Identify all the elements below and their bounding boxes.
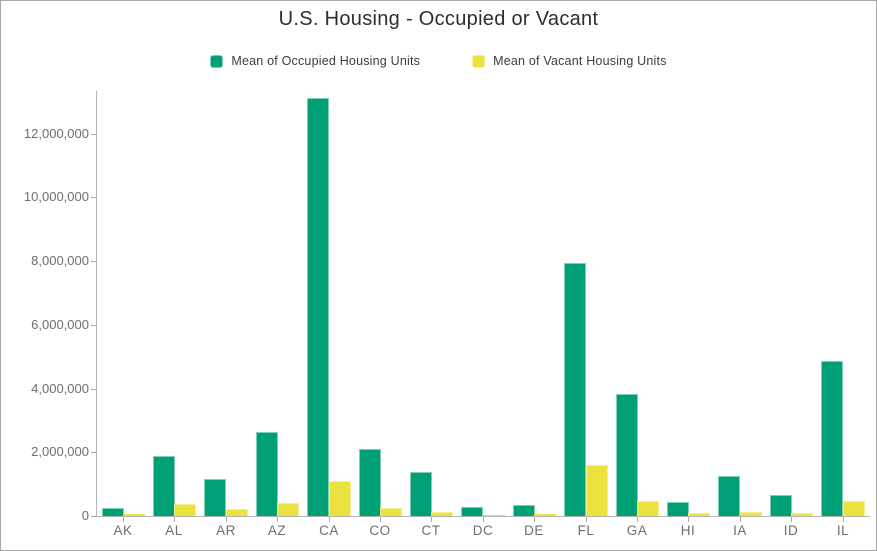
y-tick-label: 10,000,000 (23, 189, 89, 204)
y-tick-label: 2,000,000 (31, 444, 89, 459)
x-tick-mark (534, 517, 535, 522)
bar-FL-occupied[interactable] (564, 263, 586, 516)
bar-AR-occupied[interactable] (204, 479, 226, 516)
bar-DE-vacant[interactable] (534, 514, 556, 516)
x-tick-label-DC: DC (472, 523, 494, 538)
legend-label-occupied: Mean of Occupied Housing Units (231, 54, 421, 68)
y-tick-mark (91, 134, 96, 135)
x-tick-label-AR: AR (216, 523, 236, 538)
bar-CO-vacant[interactable] (380, 508, 402, 516)
bar-AR-vacant[interactable] (226, 509, 248, 516)
y-tick-mark (91, 261, 96, 262)
x-tick-mark (380, 517, 381, 522)
x-tick-mark (277, 517, 278, 522)
y-tick-mark (91, 325, 96, 326)
bar-ID-vacant[interactable] (791, 513, 813, 516)
bar-AL-vacant[interactable] (174, 504, 196, 516)
x-tick-label-AK: AK (113, 523, 133, 538)
x-tick-mark (431, 517, 432, 522)
x-tick-mark (123, 517, 124, 522)
bar-DC-vacant[interactable] (483, 515, 505, 516)
occupied-series-swatch-icon (210, 54, 224, 68)
y-tick-mark (91, 516, 96, 517)
vacant-series-swatch-icon (472, 54, 486, 68)
y-tick-mark (91, 452, 96, 453)
bar-AZ-vacant[interactable] (277, 503, 299, 516)
bar-IL-vacant[interactable] (843, 501, 865, 516)
bar-CT-occupied[interactable] (410, 472, 432, 516)
bar-AK-occupied[interactable] (102, 508, 124, 516)
x-tick-label-HI: HI (680, 523, 696, 538)
bar-GA-occupied[interactable] (616, 394, 638, 516)
x-tick-mark (174, 517, 175, 522)
bar-DC-occupied[interactable] (461, 507, 483, 516)
y-tick-mark (91, 197, 96, 198)
legend-item-occupied[interactable]: Mean of Occupied Housing Units (210, 54, 420, 68)
bar-ID-occupied[interactable] (770, 495, 792, 516)
bar-AL-occupied[interactable] (153, 456, 175, 516)
x-tick-label-FL: FL (577, 523, 595, 538)
x-tick-mark (483, 517, 484, 522)
x-tick-mark (637, 517, 638, 522)
y-tick-label: 8,000,000 (31, 253, 89, 268)
x-tick-label-GA: GA (626, 523, 648, 538)
bar-HI-occupied[interactable] (667, 502, 689, 516)
legend-item-vacant[interactable]: Mean of Vacant Housing Units (472, 54, 667, 68)
y-tick-label: 6,000,000 (31, 317, 89, 332)
x-tick-label-IA: IA (733, 523, 747, 538)
x-tick-label-IL: IL (836, 523, 850, 538)
y-axis-line (96, 91, 97, 516)
x-tick-mark (329, 517, 330, 522)
bar-GA-vacant[interactable] (637, 501, 659, 516)
x-tick-label-AZ: AZ (267, 523, 287, 538)
bar-HI-vacant[interactable] (688, 513, 710, 516)
chart-title: U.S. Housing - Occupied or Vacant (278, 8, 599, 30)
y-tick-label: 0 (81, 508, 89, 523)
x-tick-mark (586, 517, 587, 522)
y-tick-mark (91, 389, 96, 390)
bar-CT-vacant[interactable] (431, 512, 453, 516)
bar-CO-occupied[interactable] (359, 449, 381, 516)
x-tick-label-AL: AL (165, 523, 183, 538)
bar-DE-occupied[interactable] (513, 505, 535, 516)
x-tick-label-ID: ID (783, 523, 799, 538)
x-tick-label-CO: CO (369, 523, 391, 538)
x-tick-mark (791, 517, 792, 522)
x-tick-label-CT: CT (421, 523, 441, 538)
x-tick-mark (740, 517, 741, 522)
legend-label-vacant: Mean of Vacant Housing Units (493, 54, 667, 68)
y-tick-label: 4,000,000 (31, 381, 89, 396)
y-tick-label: 12,000,000 (23, 126, 89, 141)
bar-IA-vacant[interactable] (740, 512, 762, 516)
x-axis-line (96, 516, 870, 517)
x-tick-mark (226, 517, 227, 522)
bar-CA-occupied[interactable] (307, 98, 329, 516)
bar-AK-vacant[interactable] (123, 514, 145, 516)
bar-CA-vacant[interactable] (329, 481, 351, 516)
x-tick-mark (843, 517, 844, 522)
bar-FL-vacant[interactable] (586, 465, 608, 516)
x-tick-mark (688, 517, 689, 522)
bar-AZ-occupied[interactable] (256, 432, 278, 516)
x-tick-label-DE: DE (524, 523, 544, 538)
bar-IL-occupied[interactable] (821, 361, 843, 516)
legend: Mean of Occupied Housing Units Mean of V… (1, 54, 876, 68)
x-tick-label-CA: CA (319, 523, 339, 538)
bar-IA-occupied[interactable] (718, 476, 740, 516)
